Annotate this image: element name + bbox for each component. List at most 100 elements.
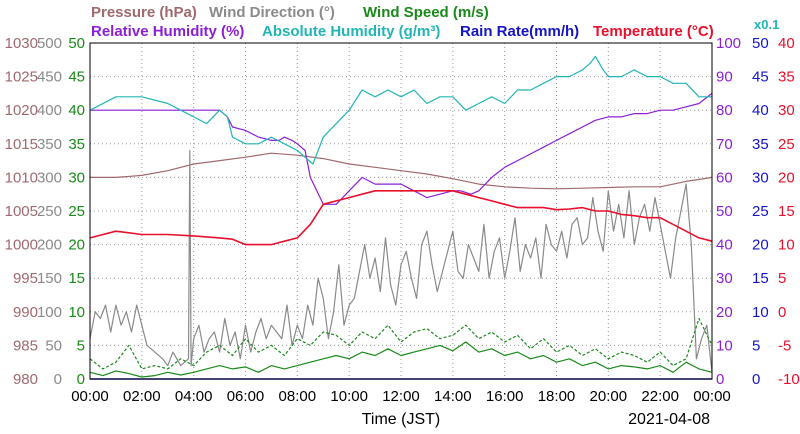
y-tick-label-wind-speed: 50 [68,35,85,52]
y-tick-label-temp: 10 [778,237,795,254]
y-tick-label-wind-speed: 35 [68,136,85,153]
y-tick-label-rain: 40 [752,102,769,119]
y-tick-label-rain: 10 [752,304,769,321]
chart-date: 2021-04-08 [628,411,710,428]
y-tick-label-wind-speed: 20 [68,237,85,254]
y-tick-label-rh: 100 [716,35,741,52]
legend-wind-speed: Wind Speed (m/s) [363,4,489,21]
y-tick-label-rh: 20 [716,304,733,321]
y-tick-label-temp: 20 [778,169,795,186]
plot-frame [89,42,713,380]
x-tick-label: 18:00 [538,388,576,405]
series-pressure [90,152,713,190]
y-tick-label-rain: 50 [752,35,769,52]
x-tick-label: 00:00 [693,388,731,405]
series-wind-speed-gust [89,317,713,370]
y-tick-label-wind-speed: 25 [68,203,85,220]
legend-temperature: Temperature (°C) [593,23,714,40]
y-tick-label-pressure: 1015 [5,136,38,153]
series-ah [89,55,712,165]
series-layer [89,55,713,380]
y-tick-label-wind-dir: 500 [37,35,62,52]
y-tick-label-wind-speed: 10 [68,304,85,321]
y-tick-label-pressure: 1005 [5,203,38,220]
y-tick-label-rain: 45 [752,69,769,86]
y-tick-label-wind-speed: 45 [68,69,85,86]
x-tick-label: 04:00 [175,388,213,405]
y-tick-label-temp: -10 [778,371,800,388]
x-tick-label: 08:00 [279,388,317,405]
y-tick-label-pressure: 980 [13,371,38,388]
y-tick-label-wind-dir: 250 [37,203,62,220]
y-tick-label-pressure: 1030 [5,35,38,52]
y-tick-label-wind-speed: 15 [68,270,85,287]
y-tick-label-rh: 60 [716,169,733,186]
y-tick-label-wind-speed: 0 [77,371,85,388]
y-tick-label-rh: 10 [716,337,733,354]
legend-rain-rate: Rain Rate(mm/h) [460,23,579,40]
y-tick-label-rain: 35 [752,136,769,153]
y-tick-label-wind-dir: 50 [45,337,62,354]
legend-wind-direction: Wind Direction (°) [209,4,335,21]
grid [90,43,712,379]
y-tick-label-wind-dir: 300 [37,169,62,186]
y-tick-label-rh: 80 [716,102,733,119]
series-temp [89,190,713,246]
y-tick-label-wind-speed: 40 [68,102,85,119]
y-tick-label-rh: 50 [716,203,733,220]
y-tick-label-rh: 70 [716,136,733,153]
x-tick-label: 10:00 [330,388,368,405]
y-tick-label-pressure: 985 [13,337,38,354]
y-tick-label-temp: -5 [778,337,791,354]
legend-pressure: Pressure (hPa) [91,4,197,21]
series-wind-dir [89,149,713,373]
x-tick-label: 02:00 [123,388,161,405]
y-tick-label-pressure: 995 [13,270,38,287]
y-tick-label-pressure: 1020 [5,102,38,119]
y-tick-label-rh: 0 [716,371,724,388]
x-tick-label: 14:00 [434,388,472,405]
x-tick-label: 22:00 [641,388,679,405]
legend-relative-humidity: Relative Humidity (%) [91,23,244,40]
x-tick-label: 20:00 [590,388,628,405]
y-tick-label-rain: 25 [752,203,769,220]
axes: 00:00 02:00 04:00 06:00 08:00 10:00 12:00 14:00… [5,35,800,405]
y-tick-label-temp: 15 [778,203,795,220]
y-tick-label-wind-dir: 0 [54,371,62,388]
y-tick-label-wind-speed: 30 [68,169,85,186]
y-tick-label-rain: 20 [752,237,769,254]
y-tick-label-rh: 90 [716,69,733,86]
y-tick-label-temp: 0 [778,304,786,321]
x-tick-label: 16:00 [486,388,524,405]
legend-multiplier: x0.1 [754,17,779,32]
y-tick-label-pressure: 1000 [5,237,38,254]
y-tick-label-wind-dir: 350 [37,136,62,153]
y-tick-label-rh: 30 [716,270,733,287]
legend-absolute-humidity: Absolute Humidity (g/m³) [262,23,440,40]
y-tick-label-temp: 30 [778,102,795,119]
y-tick-label-pressure: 990 [13,304,38,321]
y-tick-label-rh: 40 [716,237,733,254]
series-wind-speed [89,341,713,378]
y-tick-label-rain: 15 [752,270,769,287]
y-tick-label-temp: 35 [778,69,795,86]
x-tick-label: 00:00 [71,388,109,405]
y-tick-label-temp: 25 [778,136,795,153]
y-tick-label-rain: 30 [752,169,769,186]
y-tick-label-temp: 40 [778,35,795,52]
y-tick-label-wind-speed: 5 [77,337,85,354]
x-tick-label: 06:00 [227,388,265,405]
y-tick-label-wind-dir: 100 [37,304,62,321]
y-tick-label-pressure: 1010 [5,169,38,186]
x-axis-title: Time (JST) [362,411,441,428]
y-tick-label-rain: 5 [752,337,760,354]
x-tick-label: 12:00 [382,388,420,405]
y-tick-label-rain: 0 [752,371,760,388]
y-tick-label-wind-dir: 200 [37,237,62,254]
y-tick-label-wind-dir: 150 [37,270,62,287]
y-tick-label-wind-dir: 400 [37,102,62,119]
y-tick-label-wind-dir: 450 [37,69,62,86]
y-tick-label-temp: 5 [778,270,786,287]
